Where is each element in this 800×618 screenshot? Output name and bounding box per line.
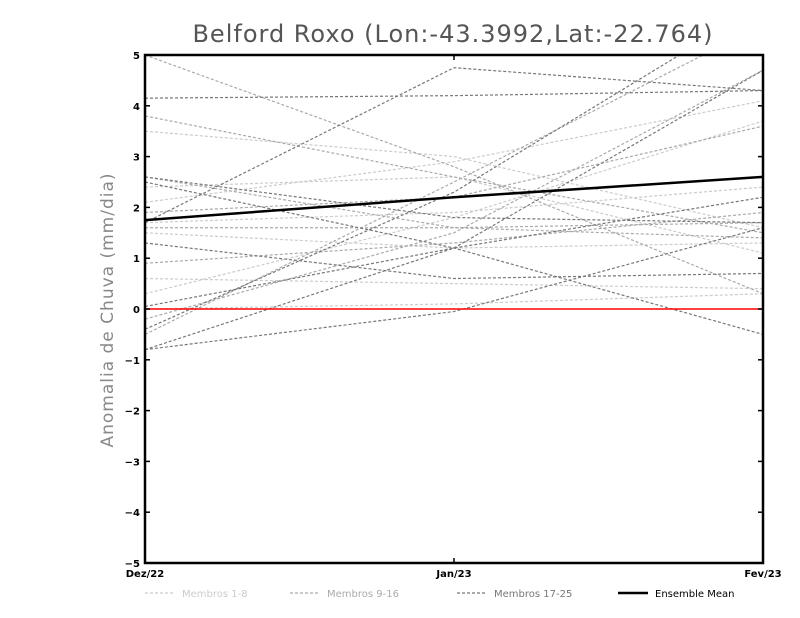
y-tick-label: −3 — [125, 457, 140, 468]
series-line-member-4 — [145, 120, 763, 295]
series-group — [145, 55, 763, 351]
y-tick-label: 1 — [133, 254, 140, 265]
y-tick-label: 2 — [133, 203, 140, 214]
x-tick-label: Dez/22 — [126, 569, 165, 580]
series-line-member-14 — [145, 211, 763, 264]
series-line-member-15 — [145, 69, 763, 320]
x-tick-label: Jan/23 — [435, 569, 471, 580]
series-line-member-1 — [145, 130, 763, 229]
y-axis-label: Anomalia de Chuva (mm/dia) — [98, 172, 118, 447]
series-line-member-24 — [145, 181, 763, 335]
series-line-member-16 — [145, 222, 763, 229]
series-line-member-18 — [145, 67, 763, 224]
legend-label: Membros 1-8 — [182, 589, 248, 600]
y-tick-label: 3 — [133, 153, 140, 164]
series-line-member-17 — [145, 89, 763, 99]
series-line-member-23 — [145, 242, 763, 280]
plot-area: −5 −4 −3 −2 −1 0 1 2 3 4 5 Dez/22 Jan/23 Fev/23 — [125, 51, 782, 580]
chart-title: Belford Roxo (Lon:-43.3992,Lat:-22.764) — [192, 20, 713, 48]
y-tick-label: −4 — [125, 508, 140, 519]
series-line-member-9 — [145, 55, 763, 295]
y-tick-label: −5 — [125, 559, 140, 570]
series-line-member-7 — [145, 176, 763, 254]
x-tick-label: Fev/23 — [744, 569, 781, 580]
series-line-member-21 — [145, 176, 763, 224]
legend-label: Membros 17-25 — [494, 589, 572, 600]
series-line-member-12 — [145, 55, 705, 335]
series-line-member-8 — [145, 277, 763, 290]
series-line-member-3 — [145, 232, 763, 249]
series-line-member-5 — [145, 186, 763, 224]
series-line-member-2 — [145, 100, 763, 203]
series-line-ensemble-mean — [145, 175, 763, 222]
series-line-member-10 — [145, 115, 763, 234]
legend-label: Ensemble Mean — [655, 589, 734, 600]
y-tick-label: −1 — [125, 356, 140, 367]
series-line-member-25 — [145, 227, 763, 351]
y-tick-label: 5 — [133, 51, 140, 62]
legend-label: Membros 9-16 — [327, 589, 399, 600]
legend: Membros 1-8 Membros 9-16 Membros 17-25 Ense… — [145, 589, 734, 600]
series-line-member-6 — [145, 293, 763, 310]
y-tick-label: 0 — [133, 305, 140, 316]
series-line-member-19 — [145, 55, 681, 330]
y-tick-label: −2 — [125, 407, 140, 418]
y-tick-label: 4 — [133, 102, 140, 113]
series-line-member-13 — [145, 125, 763, 214]
